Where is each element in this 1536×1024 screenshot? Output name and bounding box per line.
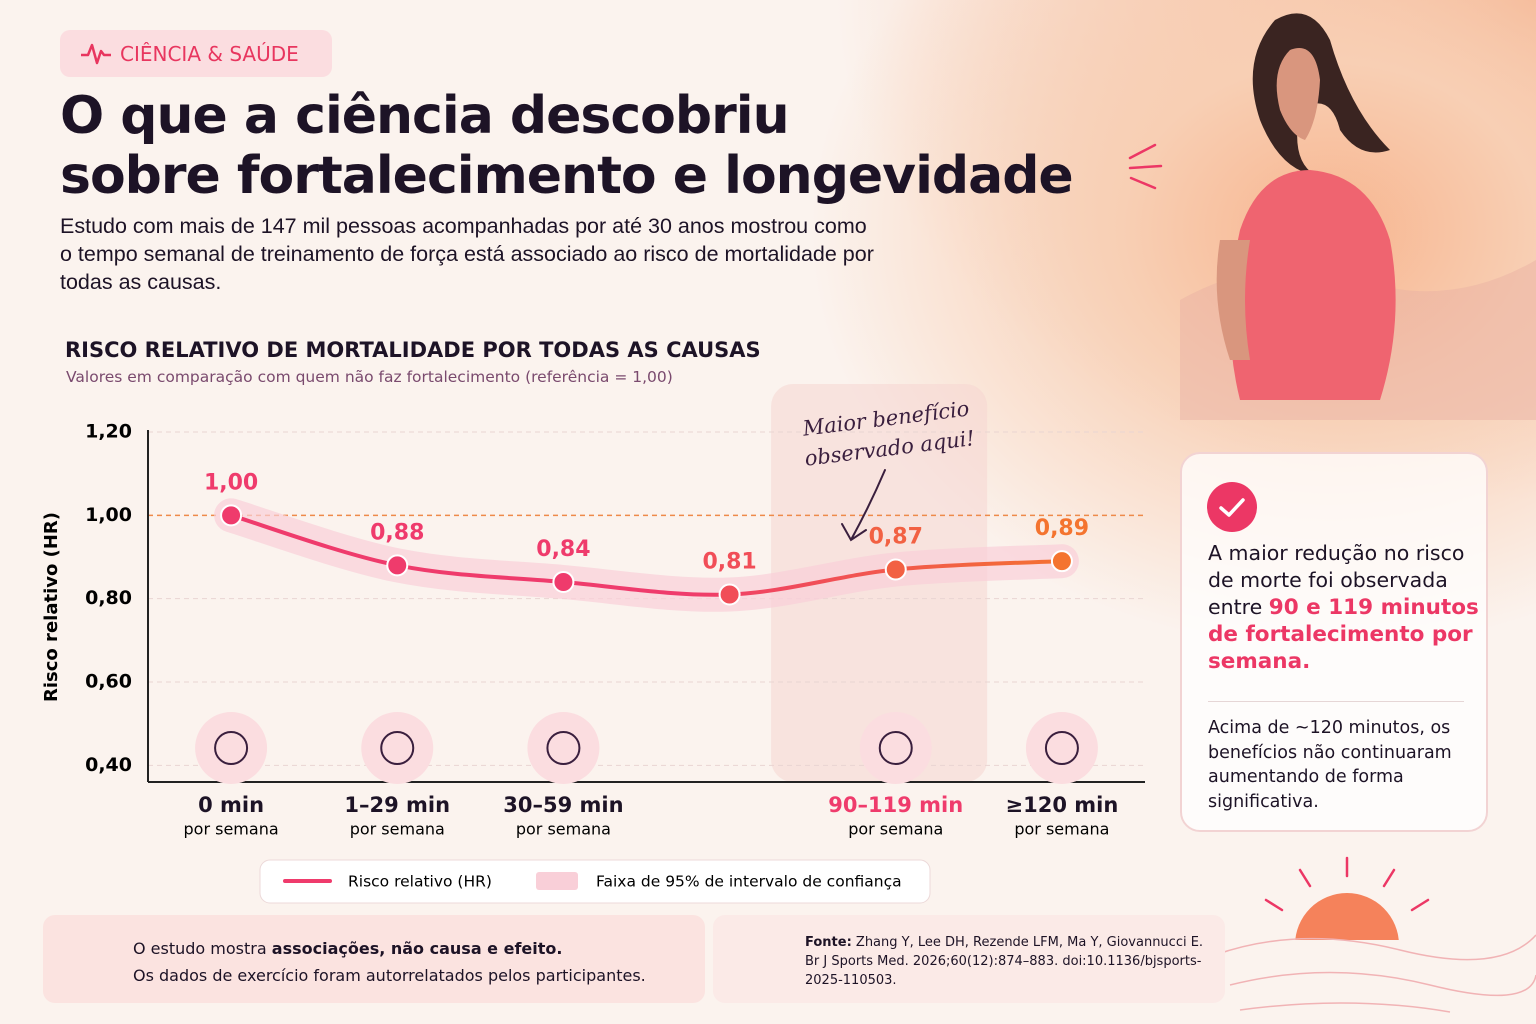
title-line: O que a ciência descobriu [60, 86, 790, 146]
source-label: Fonte: [805, 935, 852, 950]
note-text: O estudo mostra associações, não causa e… [133, 935, 646, 989]
point [220, 504, 243, 527]
footer-note: O estudo mostra associações, não causa e… [43, 915, 705, 1003]
subtitle: Estudo com mais de 147 mil pessoas acomp… [60, 214, 874, 294]
source-text: Fonte: Zhang Y, Lee DH, Rezende LFM, Ma … [805, 933, 1215, 990]
annotation-arrow [841, 469, 886, 542]
key-finding-box: A maior redução no risco de morte foi ob… [1180, 452, 1488, 832]
category-icon-glyph [214, 731, 249, 765]
x-tick-sublabel: por semana [184, 820, 279, 839]
category-icon-glyph [1044, 731, 1079, 765]
photo-decoration [1180, 13, 1536, 420]
x-tick-sublabel: por semana [350, 820, 445, 839]
category-icon [361, 712, 434, 784]
point [718, 583, 741, 606]
legend-label: Risco relativo (HR) [348, 873, 492, 891]
separator [1208, 701, 1464, 702]
point [884, 558, 907, 581]
tag: CIÊNCIA & SAÚDE [60, 30, 332, 77]
category-icon [195, 712, 268, 784]
chart-subtitle: Valores em comparação com quem não faz f… [66, 368, 673, 386]
key-finding: A maior redução no risco de morte foi ob… [1208, 540, 1488, 675]
legend-label: Faixa de 95% de intervalo de confiança [596, 873, 902, 891]
x-tick-label: 0 min [198, 793, 264, 817]
data-label: 0,89 [1035, 516, 1089, 541]
key-finding-note: Acima de ~120 minutos, os benefícios não… [1208, 718, 1452, 812]
y-tick-label: 0,60 [85, 671, 132, 693]
x-tick-label: ≥120 min [1006, 793, 1119, 817]
source: Zhang Y, Lee DH, Rezende LFM, Ma Y, Giov… [805, 935, 1204, 988]
legend-box [259, 859, 931, 904]
data-label: 0,84 [536, 537, 590, 562]
line [230, 513, 1063, 597]
category-icon-glyph [546, 731, 581, 765]
data-label: 0,81 [702, 550, 756, 575]
x-tick-label: 90–119 min [828, 793, 963, 817]
accent-strokes [1128, 143, 1163, 190]
x-tick-sublabel: por semana [848, 820, 943, 839]
category-icon [527, 712, 600, 784]
data-label: 0,88 [370, 520, 424, 545]
pulse-icon [81, 43, 111, 65]
y-tick-label: 1,00 [85, 504, 132, 526]
sun-decoration [1214, 856, 1536, 1024]
y-tick-label: 1,20 [85, 421, 132, 443]
data-label: 0,87 [869, 525, 923, 550]
y-tick-label: 0,40 [85, 754, 132, 776]
footer-source: Fonte: Zhang Y, Lee DH, Rezende LFM, Ma … [713, 915, 1225, 1003]
tag-text: CIÊNCIA & SAÚDE [120, 41, 299, 66]
x-tick-label: 30–59 min [503, 793, 623, 817]
data-label: 1,00 [204, 470, 258, 495]
point [1050, 550, 1073, 573]
point [552, 571, 575, 593]
category-icon [859, 712, 932, 784]
category-icon [1025, 712, 1098, 784]
note-line: Os dados de exercício foram autorrelatad… [133, 966, 646, 985]
key-finding-highlight: 90 e 119 minutos de fortalecimento por s… [1208, 595, 1479, 674]
category-icon-glyph [878, 731, 913, 765]
category-icon-glyph [380, 731, 415, 765]
key-finding-text: A maior redução no risco de morte foi ob… [1208, 541, 1465, 619]
point [386, 554, 409, 577]
x-tick-sublabel: por semana [516, 820, 611, 839]
check-icon [1207, 482, 1257, 532]
y-tick-label: 0,80 [85, 587, 132, 609]
chart-title: RISCO RELATIVO DE MORTALIDADE POR TODAS … [65, 338, 761, 362]
x-tick-sublabel: por semana [1014, 820, 1109, 839]
x-tick-label: 1–29 min [344, 793, 450, 817]
legend-band [536, 872, 578, 890]
title-line: sobre fortalecimento e longevidade [60, 146, 1074, 206]
note-bold: associações, não causa e efeito. [271, 939, 563, 958]
note-start: O estudo mostra [133, 939, 272, 958]
title: O que a ciência descobriu sobre fortalec… [60, 86, 1074, 206]
y-axis-label: Risco relativo (HR) [41, 512, 62, 702]
